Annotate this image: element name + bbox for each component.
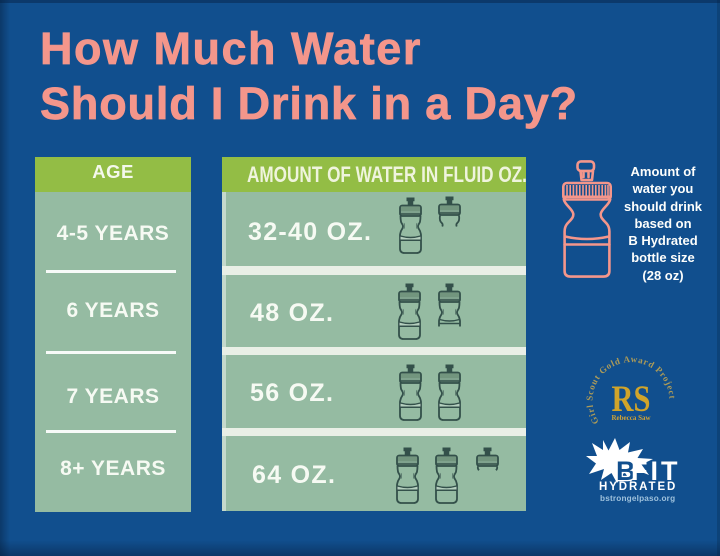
svg-text:HYDRATED: HYDRATED	[599, 481, 677, 493]
svg-text:FIT: FIT	[631, 456, 681, 486]
svg-text:RS: RS	[612, 379, 651, 420]
svg-text:B: B	[616, 456, 636, 486]
svg-text:Rebecca Saw: Rebecca Saw	[611, 414, 651, 422]
svg-text:bstrongelpaso.org: bstrongelpaso.org	[600, 494, 675, 503]
